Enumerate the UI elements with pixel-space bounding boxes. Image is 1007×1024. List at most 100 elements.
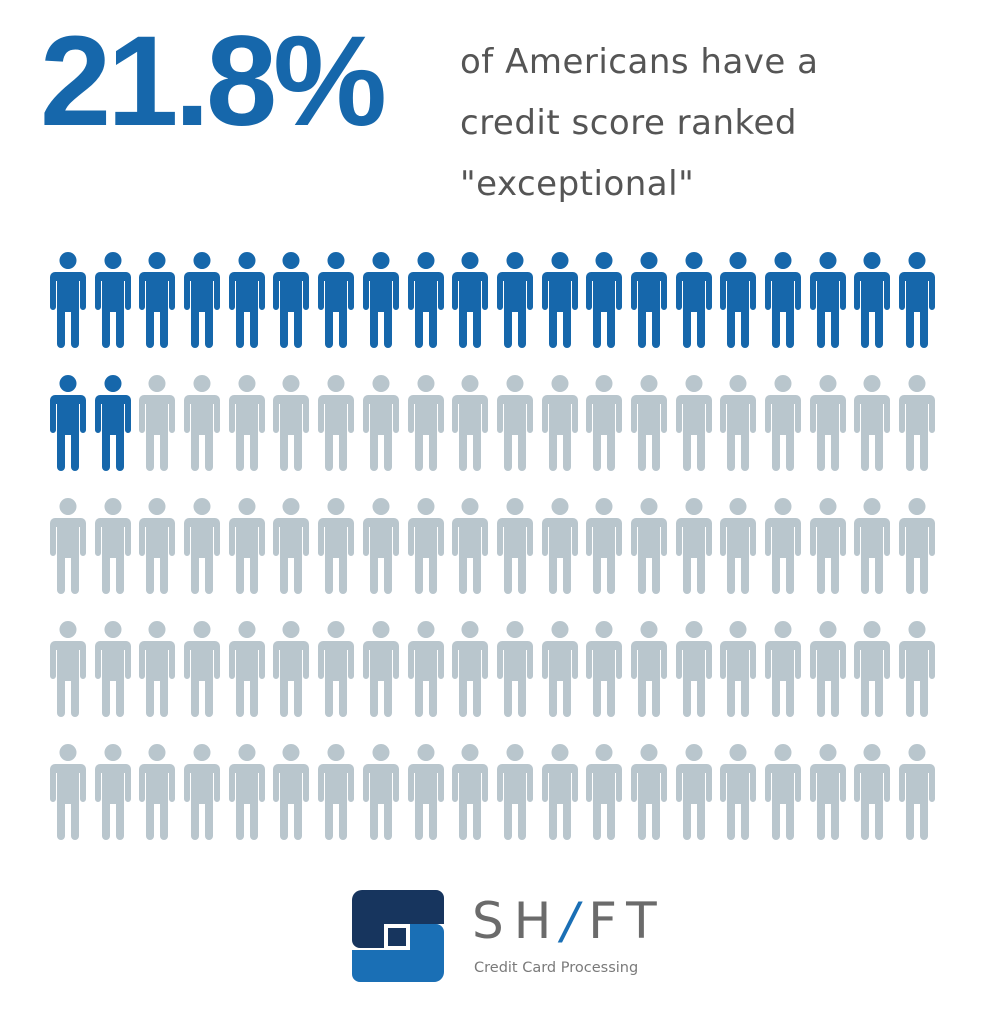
- person-icon: [139, 744, 176, 840]
- person-icon: [675, 498, 712, 594]
- person-icon: [318, 375, 355, 471]
- person-icon: [496, 375, 533, 471]
- person-icon: [452, 498, 489, 594]
- person-icon: [899, 498, 936, 594]
- person-icon-highlighted: [586, 252, 623, 348]
- person-icon: [184, 744, 221, 840]
- person-icon: [899, 621, 936, 717]
- person-icon: [318, 621, 355, 717]
- person-icon-highlighted: [318, 252, 355, 348]
- person-icon: [273, 744, 310, 840]
- person-icon: [362, 621, 399, 717]
- person-icon-highlighted: [407, 252, 444, 348]
- person-icon: [139, 621, 176, 717]
- caption-line-1: of Americans have a: [460, 42, 819, 82]
- person-icon: [630, 621, 667, 717]
- person-icon: [765, 375, 801, 471]
- person-icon: [541, 621, 578, 717]
- person-icon: [228, 498, 265, 594]
- pictogram-row: [50, 375, 945, 471]
- person-icon: [586, 498, 623, 594]
- brand-tagline: Credit Card Processing: [474, 960, 639, 976]
- brand-part-1: SH: [472, 892, 562, 950]
- person-icon: [496, 744, 533, 840]
- person-icon: [407, 375, 444, 471]
- person-icon: [765, 744, 801, 840]
- person-icon: [362, 498, 399, 594]
- person-icon: [541, 498, 578, 594]
- person-icon: [586, 375, 623, 471]
- person-icon-highlighted: [228, 252, 265, 348]
- person-icon: [50, 744, 86, 840]
- person-icon: [318, 744, 355, 840]
- person-icon-highlighted: [50, 252, 86, 348]
- person-icon: [452, 375, 489, 471]
- person-icon-highlighted: [854, 252, 891, 348]
- person-icon-highlighted: [720, 252, 757, 348]
- person-icon-highlighted: [273, 252, 310, 348]
- person-icon: [94, 498, 131, 594]
- person-icon: [675, 621, 712, 717]
- person-icon-highlighted: [50, 375, 86, 471]
- person-icon: [809, 498, 846, 594]
- person-icon: [720, 375, 757, 471]
- person-icon: [541, 744, 578, 840]
- person-icon: [809, 621, 846, 717]
- pictogram-row: [50, 498, 945, 594]
- person-icon: [720, 621, 757, 717]
- person-icon-highlighted: [184, 252, 221, 348]
- person-icon: [228, 375, 265, 471]
- person-icon-highlighted: [675, 252, 712, 348]
- person-icon: [586, 744, 623, 840]
- person-icon: [809, 744, 846, 840]
- person-icon-highlighted: [765, 252, 801, 348]
- person-icon-highlighted: [362, 252, 399, 348]
- person-icon-highlighted: [496, 252, 533, 348]
- brand-slash: /: [561, 892, 589, 950]
- person-icon: [765, 621, 801, 717]
- person-icon: [496, 498, 533, 594]
- brand-name: SH/FT: [472, 896, 667, 946]
- person-icon: [184, 375, 221, 471]
- person-icon: [318, 498, 355, 594]
- person-icon: [50, 621, 86, 717]
- caption-line-2: credit score ranked: [460, 103, 798, 143]
- person-icon-highlighted: [630, 252, 667, 348]
- person-icon: [496, 621, 533, 717]
- person-icon: [139, 375, 176, 471]
- person-icon: [94, 744, 131, 840]
- person-icon-highlighted: [541, 252, 578, 348]
- person-icon: [720, 744, 757, 840]
- person-icon: [630, 498, 667, 594]
- shift-logo-mark-icon: [352, 890, 444, 982]
- person-icon: [362, 375, 399, 471]
- person-icon: [139, 498, 176, 594]
- person-icon: [452, 744, 489, 840]
- person-icon: [273, 498, 310, 594]
- person-icon: [675, 375, 712, 471]
- person-icon: [765, 498, 801, 594]
- person-icon: [50, 498, 86, 594]
- person-icon-highlighted: [809, 252, 846, 348]
- headline-stat: 21.8%: [40, 10, 387, 153]
- caption-line-3: "exceptional": [460, 164, 695, 204]
- shift-logo: SH/FT Credit Card Processing: [348, 886, 668, 996]
- person-icon: [184, 621, 221, 717]
- person-icon: [184, 498, 221, 594]
- pictogram-row: [50, 744, 945, 840]
- person-icon-highlighted: [94, 375, 131, 471]
- pictogram-row: [50, 621, 945, 717]
- person-icon: [362, 744, 399, 840]
- person-icon: [541, 375, 578, 471]
- headline-caption: of Americans have a credit score ranked …: [460, 32, 818, 215]
- person-icon: [452, 621, 489, 717]
- person-icon-highlighted: [452, 252, 489, 348]
- person-icon: [675, 744, 712, 840]
- person-icon: [854, 498, 891, 594]
- person-icon: [720, 498, 757, 594]
- person-icon: [630, 744, 667, 840]
- person-icon: [407, 621, 444, 717]
- person-icon: [407, 498, 444, 594]
- person-icon: [407, 744, 444, 840]
- brand-part-2: FT: [588, 892, 667, 950]
